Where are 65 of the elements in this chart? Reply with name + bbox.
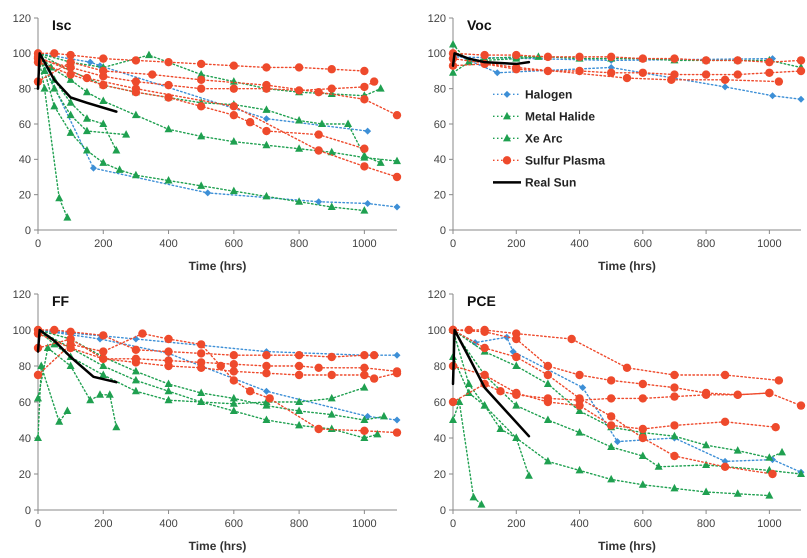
legend-label: Sulfur Plasma bbox=[525, 154, 606, 168]
x-tick-label: 400 bbox=[159, 518, 178, 530]
legend-label: Xe Arc bbox=[525, 132, 563, 146]
y-tick-label: 0 bbox=[24, 504, 31, 517]
x-axis-title: Time (hrs) bbox=[188, 539, 246, 553]
y-tick-label: 120 bbox=[12, 288, 31, 301]
y-tick-label: 60 bbox=[434, 118, 446, 131]
legend-label: Metal Halide bbox=[525, 110, 596, 124]
x-axis-title: Time (hrs) bbox=[188, 259, 246, 273]
y-tick-label: 40 bbox=[18, 432, 31, 445]
y-tick-label: 120 bbox=[428, 12, 446, 25]
y-tick-label: 20 bbox=[434, 190, 446, 202]
y-tick-label: 80 bbox=[18, 84, 31, 96]
y-tick-label: 40 bbox=[434, 432, 446, 445]
x-tick-label: 600 bbox=[634, 518, 652, 530]
y-tick-label: 120 bbox=[428, 288, 446, 301]
x-tick-label: 200 bbox=[507, 238, 526, 250]
x-tick-label: 1000 bbox=[352, 238, 377, 250]
y-tick-label: 60 bbox=[18, 396, 31, 409]
x-tick-label: 600 bbox=[634, 238, 652, 250]
y-tick-label: 20 bbox=[18, 468, 31, 481]
x-tick-label: 400 bbox=[570, 518, 589, 530]
chart-title: FF bbox=[52, 293, 70, 309]
x-tick-label: 200 bbox=[94, 518, 112, 530]
x-tick-label: 800 bbox=[696, 238, 716, 250]
x-tick-label: 1000 bbox=[352, 518, 377, 530]
x-tick-label: 200 bbox=[94, 238, 112, 250]
y-tick-label: 20 bbox=[18, 190, 31, 202]
y-tick-label: 120 bbox=[12, 12, 31, 25]
chart-title: Isc bbox=[52, 17, 72, 33]
x-tick-label: 0 bbox=[450, 518, 456, 530]
y-tick-label: 80 bbox=[434, 360, 446, 373]
x-tick-label: 1000 bbox=[757, 238, 782, 250]
legend-label: Halogen bbox=[525, 88, 572, 102]
y-tick-label: 40 bbox=[18, 154, 31, 166]
x-axis-title: Time (hrs) bbox=[598, 539, 656, 553]
x-tick-label: 1000 bbox=[757, 518, 782, 530]
y-tick-label: 40 bbox=[434, 154, 446, 166]
x-tick-label: 600 bbox=[224, 518, 243, 530]
x-axis-title: Time (hrs) bbox=[598, 259, 656, 273]
y-tick-label: 80 bbox=[434, 84, 446, 96]
chart-title: Voc bbox=[467, 17, 492, 33]
y-tick-label: 0 bbox=[440, 504, 446, 517]
x-tick-label: 800 bbox=[290, 518, 308, 530]
y-tick-label: 100 bbox=[428, 324, 446, 337]
x-tick-label: 800 bbox=[290, 238, 308, 250]
y-tick-label: 60 bbox=[434, 396, 446, 409]
y-tick-label: 100 bbox=[12, 48, 31, 60]
y-tick-label: 60 bbox=[18, 118, 31, 131]
x-tick-label: 0 bbox=[450, 238, 456, 250]
y-tick-label: 20 bbox=[434, 468, 446, 481]
chart-title: PCE bbox=[467, 293, 496, 309]
y-tick-label: 80 bbox=[18, 360, 31, 373]
x-tick-label: 400 bbox=[159, 238, 178, 250]
x-tick-label: 0 bbox=[34, 518, 42, 530]
y-tick-label: 0 bbox=[440, 224, 446, 237]
x-tick-label: 200 bbox=[507, 518, 526, 530]
legend-label: Real Sun bbox=[525, 176, 576, 190]
x-tick-label: 0 bbox=[34, 238, 42, 250]
y-tick-label: 100 bbox=[428, 48, 446, 60]
x-tick-label: 800 bbox=[696, 518, 716, 530]
y-tick-label: 100 bbox=[12, 324, 31, 337]
x-tick-label: 400 bbox=[570, 238, 589, 250]
x-tick-label: 600 bbox=[224, 238, 243, 250]
y-tick-label: 0 bbox=[24, 224, 31, 237]
